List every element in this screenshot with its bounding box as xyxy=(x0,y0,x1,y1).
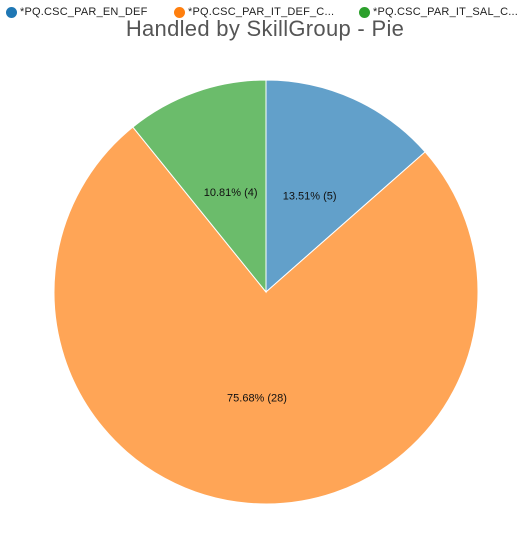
legend-dot-series-2 xyxy=(174,6,185,18)
legend-label-series-2: *PQ.CSC_PAR_IT_DEF_C... xyxy=(188,6,335,18)
legend-label-series-3: *PQ.CSC_PAR_IT_SAL_C... xyxy=(373,6,519,18)
legend-item-series-1[interactable]: *PQ.CSC_PAR_EN_DEF xyxy=(6,3,148,21)
legend-item-series-3[interactable]: *PQ.CSC_PAR_IT_SAL_C... xyxy=(359,3,518,21)
legend-item-series-2[interactable]: *PQ.CSC_PAR_IT_DEF_C... xyxy=(174,3,334,21)
pie-slice-label-1: 13.51% (5) xyxy=(283,190,337,202)
chart-legend: *PQ.CSC_PAR_EN_DEF *PQ.CSC_PAR_IT_DEF_C.… xyxy=(0,3,530,21)
pie-slice-3[interactable] xyxy=(132,79,267,294)
pie-slice-1[interactable] xyxy=(265,79,426,294)
legend-dot-series-1 xyxy=(6,6,17,18)
pie-slice-label-2: 75.68% (28) xyxy=(227,393,287,405)
legend-dot-series-3 xyxy=(359,6,370,18)
chart-title: Handled by SkillGroup - Pie xyxy=(125,16,405,41)
pie-slice-2[interactable] xyxy=(53,126,479,505)
pie-slices xyxy=(53,79,479,505)
legend-label-series-1: *PQ.CSC_PAR_EN_DEF xyxy=(20,6,148,18)
pie-slice-label-3: 10.81% (4) xyxy=(204,187,258,199)
pie-slice-labels: 13.51% (5) 75.68% (28) 10.81% (4) xyxy=(204,187,337,405)
